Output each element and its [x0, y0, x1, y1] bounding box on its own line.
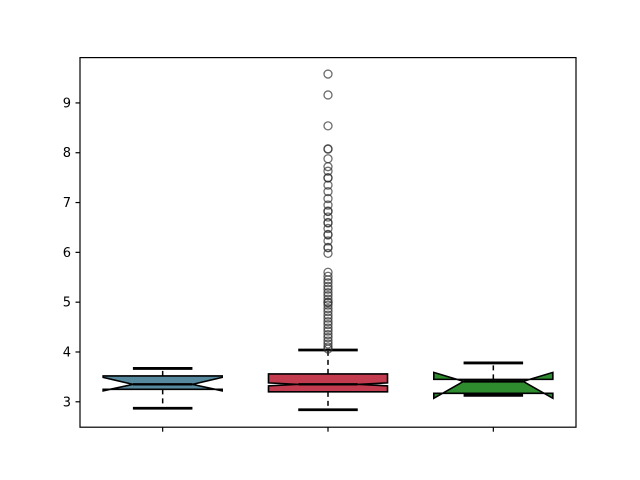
outlier-marker [323, 206, 333, 217]
outlier-marker [323, 329, 333, 340]
y-tick-label: 9 [63, 96, 71, 111]
y-tick-label: 6 [63, 246, 71, 261]
outlier-marker [323, 281, 333, 291]
outlier-marker [323, 284, 333, 294]
outlier-marker [323, 271, 333, 281]
outlier-marker [323, 319, 333, 330]
outlier-marker [323, 323, 333, 333]
outlier-marker [323, 248, 333, 259]
outlier-marker [323, 200, 333, 210]
outlier-marker [323, 144, 333, 154]
outlier-marker [323, 300, 333, 310]
outlier-marker [323, 186, 333, 197]
outlier-marker [323, 223, 333, 234]
outlier-marker [323, 278, 333, 288]
y-tick-label: 8 [63, 146, 71, 161]
outlier-marker [323, 173, 333, 183]
outlier-marker [323, 332, 333, 343]
outlier-marker [323, 310, 333, 320]
outlier-marker [323, 230, 333, 240]
box-2 [267, 373, 389, 393]
outlier-marker [323, 166, 333, 176]
box-3 [433, 371, 554, 400]
outlier-marker [323, 162, 333, 172]
outlier-marker [323, 236, 333, 246]
y-tick-label: 3 [63, 395, 71, 410]
outlier-marker [323, 294, 333, 304]
outlier-marker [323, 193, 333, 204]
y-tick-label: 4 [63, 345, 71, 360]
outlier-marker [323, 69, 333, 79]
outlier-marker [323, 291, 333, 301]
outlier-marker [323, 275, 333, 285]
outlier-marker [323, 90, 333, 100]
outlier-marker [323, 306, 333, 317]
outlier-marker [323, 212, 333, 222]
outlier-marker [323, 288, 333, 298]
outlier-marker [323, 313, 333, 323]
y-tick-label: 7 [63, 196, 71, 211]
outlier-marker [323, 316, 333, 327]
outlier-marker [323, 121, 333, 131]
outlier-marker [323, 243, 333, 253]
outlier-marker [323, 298, 333, 308]
outlier-marker [323, 303, 333, 314]
outlier-marker [323, 344, 333, 354]
outlier-marker [323, 180, 333, 190]
outlier-marker [323, 218, 333, 228]
y-tick-label: 5 [63, 296, 71, 311]
outlier-marker [323, 326, 333, 336]
outlier-marker [323, 339, 333, 349]
